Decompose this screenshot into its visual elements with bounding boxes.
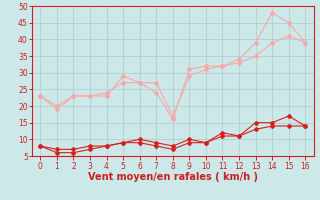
X-axis label: Vent moyen/en rafales ( km/h ): Vent moyen/en rafales ( km/h ) <box>88 172 258 182</box>
